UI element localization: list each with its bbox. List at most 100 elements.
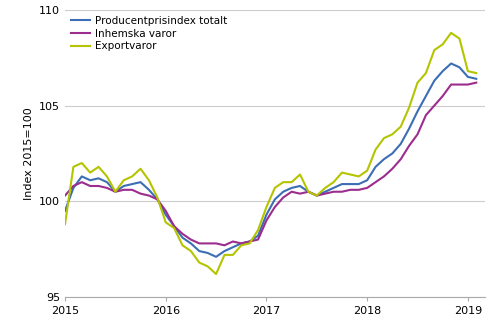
Producentprisindex totalt bbox=[230, 245, 236, 249]
Exportvaror bbox=[213, 272, 219, 276]
Exportvaror bbox=[87, 171, 93, 175]
Exportvaror bbox=[154, 195, 160, 199]
Producentprisindex totalt bbox=[356, 182, 362, 186]
Y-axis label: Index 2015=100: Index 2015=100 bbox=[24, 107, 34, 200]
Exportvaror bbox=[104, 175, 110, 179]
Producentprisindex totalt bbox=[314, 194, 320, 198]
Line: Exportvaror: Exportvaror bbox=[65, 33, 476, 274]
Inhemska varor bbox=[465, 82, 471, 86]
Exportvaror bbox=[138, 167, 143, 171]
Exportvaror bbox=[456, 37, 462, 41]
Producentprisindex totalt bbox=[213, 255, 219, 259]
Exportvaror bbox=[414, 81, 420, 84]
Inhemska varor bbox=[154, 197, 160, 201]
Producentprisindex totalt bbox=[474, 77, 480, 81]
Inhemska varor bbox=[390, 167, 396, 171]
Exportvaror bbox=[255, 228, 261, 232]
Inhemska varor bbox=[121, 188, 127, 192]
Exportvaror bbox=[280, 180, 286, 184]
Exportvaror bbox=[188, 249, 194, 253]
Inhemska varor bbox=[306, 190, 312, 194]
Exportvaror bbox=[62, 222, 68, 226]
Producentprisindex totalt bbox=[372, 165, 378, 169]
Exportvaror bbox=[381, 136, 387, 140]
Inhemska varor bbox=[423, 113, 429, 117]
Exportvaror bbox=[129, 175, 135, 179]
Inhemska varor bbox=[456, 82, 462, 86]
Producentprisindex totalt bbox=[448, 61, 454, 65]
Producentprisindex totalt bbox=[138, 180, 143, 184]
Exportvaror bbox=[448, 31, 454, 35]
Producentprisindex totalt bbox=[238, 242, 244, 246]
Exportvaror bbox=[348, 173, 354, 177]
Inhemska varor bbox=[272, 205, 278, 209]
Inhemska varor bbox=[188, 238, 194, 242]
Inhemska varor bbox=[264, 218, 270, 222]
Line: Producentprisindex totalt: Producentprisindex totalt bbox=[65, 63, 476, 257]
Inhemska varor bbox=[138, 192, 143, 196]
Exportvaror bbox=[364, 169, 370, 173]
Inhemska varor bbox=[96, 184, 102, 188]
Inhemska varor bbox=[432, 104, 438, 108]
Producentprisindex totalt bbox=[246, 240, 252, 244]
Inhemska varor bbox=[330, 190, 336, 194]
Producentprisindex totalt bbox=[465, 75, 471, 79]
Legend: Producentprisindex totalt, Inhemska varor, Exportvaror: Producentprisindex totalt, Inhemska varo… bbox=[68, 13, 230, 54]
Producentprisindex totalt bbox=[79, 175, 85, 179]
Inhemska varor bbox=[79, 180, 85, 184]
Producentprisindex totalt bbox=[330, 186, 336, 190]
Inhemska varor bbox=[398, 157, 404, 161]
Producentprisindex totalt bbox=[70, 186, 76, 190]
Inhemska varor bbox=[129, 188, 135, 192]
Inhemska varor bbox=[474, 81, 480, 84]
Exportvaror bbox=[222, 253, 228, 257]
Exportvaror bbox=[432, 48, 438, 52]
Exportvaror bbox=[440, 42, 446, 46]
Producentprisindex totalt bbox=[196, 249, 202, 253]
Inhemska varor bbox=[62, 194, 68, 198]
Inhemska varor bbox=[348, 188, 354, 192]
Producentprisindex totalt bbox=[288, 186, 294, 190]
Inhemska varor bbox=[230, 240, 236, 244]
Producentprisindex totalt bbox=[348, 182, 354, 186]
Inhemska varor bbox=[414, 132, 420, 136]
Producentprisindex totalt bbox=[129, 182, 135, 186]
Exportvaror bbox=[70, 165, 76, 169]
Producentprisindex totalt bbox=[406, 127, 412, 131]
Exportvaror bbox=[121, 178, 127, 182]
Inhemska varor bbox=[146, 194, 152, 198]
Exportvaror bbox=[465, 69, 471, 73]
Producentprisindex totalt bbox=[390, 151, 396, 155]
Inhemska varor bbox=[70, 184, 76, 188]
Exportvaror bbox=[171, 226, 177, 230]
Producentprisindex totalt bbox=[87, 178, 93, 182]
Inhemska varor bbox=[339, 190, 345, 194]
Exportvaror bbox=[196, 261, 202, 265]
Inhemska varor bbox=[406, 144, 412, 148]
Exportvaror bbox=[339, 171, 345, 175]
Producentprisindex totalt bbox=[171, 224, 177, 228]
Exportvaror bbox=[112, 190, 118, 194]
Inhemska varor bbox=[213, 242, 219, 246]
Inhemska varor bbox=[238, 242, 244, 246]
Producentprisindex totalt bbox=[364, 178, 370, 182]
Exportvaror bbox=[146, 178, 152, 182]
Producentprisindex totalt bbox=[414, 109, 420, 113]
Inhemska varor bbox=[448, 82, 454, 86]
Inhemska varor bbox=[87, 184, 93, 188]
Inhemska varor bbox=[288, 190, 294, 194]
Inhemska varor bbox=[314, 194, 320, 198]
Producentprisindex totalt bbox=[121, 184, 127, 188]
Exportvaror bbox=[204, 264, 210, 268]
Producentprisindex totalt bbox=[280, 190, 286, 194]
Exportvaror bbox=[372, 148, 378, 151]
Exportvaror bbox=[390, 132, 396, 136]
Inhemska varor bbox=[171, 224, 177, 228]
Inhemska varor bbox=[112, 190, 118, 194]
Inhemska varor bbox=[222, 243, 228, 247]
Producentprisindex totalt bbox=[398, 142, 404, 146]
Producentprisindex totalt bbox=[322, 190, 328, 194]
Inhemska varor bbox=[440, 94, 446, 98]
Exportvaror bbox=[423, 71, 429, 75]
Exportvaror bbox=[356, 175, 362, 179]
